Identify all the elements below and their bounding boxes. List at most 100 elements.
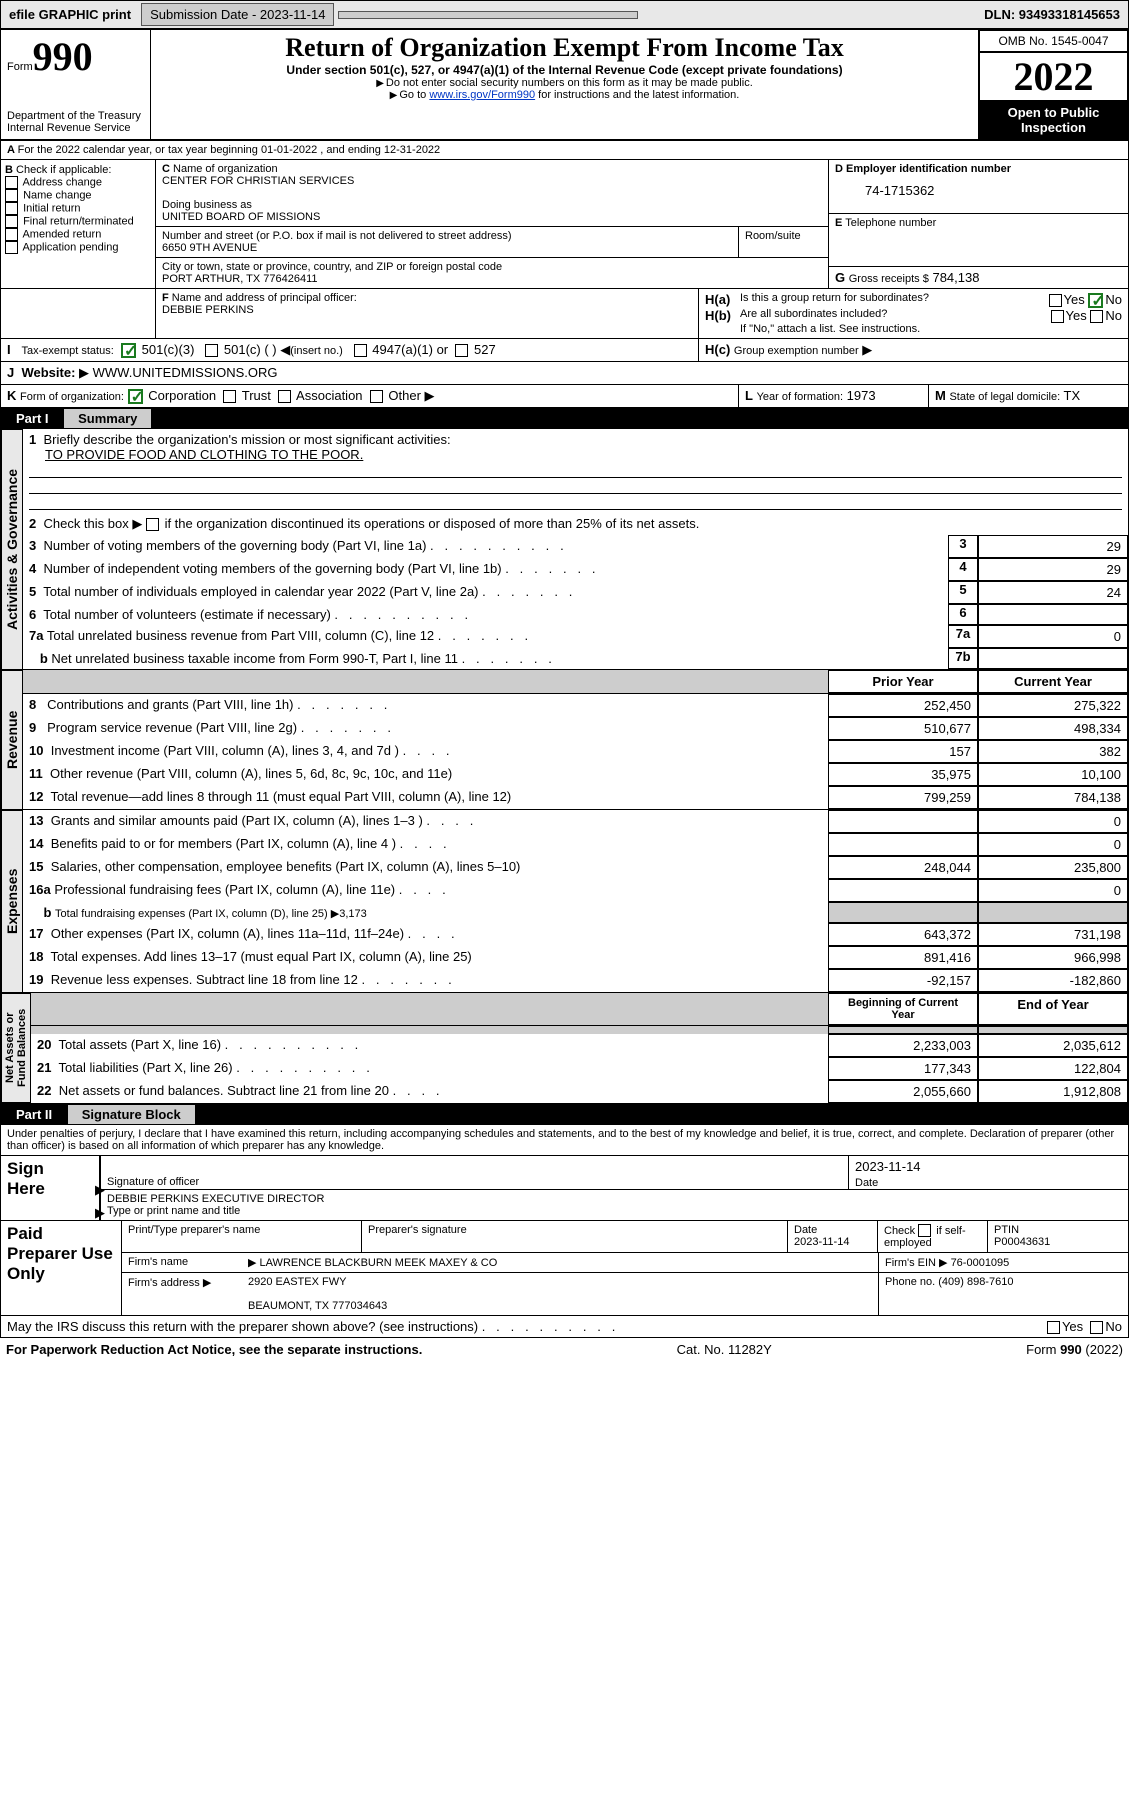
ein-label: Employer identification number [846,163,1011,175]
j-block: J Website: ▶ WWW.UNITEDMISSIONS.ORG [0,362,1129,385]
l14: Benefits paid to or for members (Part IX… [51,836,447,851]
l7b: Net unrelated business taxable income fr… [51,651,551,666]
c12: 784,138 [978,786,1128,809]
line-a: A For the 2022 calendar year, or tax yea… [0,140,1129,160]
l7a: Total unrelated business revenue from Pa… [47,628,528,643]
chk-pending: Application pending [5,241,151,254]
domicile-label: State of legal domicile: [949,391,1060,403]
typed-name: DEBBIE PERKINS EXECUTIVE DIRECTOR [107,1193,1122,1205]
top-toolbar: efile GRAPHIC print Submission Date - 20… [0,0,1129,29]
b22: 2,055,660 [828,1080,978,1103]
ha-no[interactable] [1088,293,1103,308]
p17: 643,372 [828,923,978,946]
l1-label: Briefly describe the organization's miss… [43,432,450,447]
p10: 157 [828,740,978,763]
sig-date-label: Date [855,1177,878,1189]
firm-addr-label: Firm's address ▶ [122,1273,242,1315]
form-org-label: Form of organization: [20,391,124,403]
form-subtitle: Under section 501(c), 527, or 4947(a)(1)… [157,63,972,77]
expenses-block: Expenses 13 Grants and similar amounts p… [0,810,1129,993]
ha-yes[interactable] [1049,294,1062,307]
sidebar-activities: Activities & Governance [1,429,23,670]
open-public-badge: Open to Public Inspection [979,101,1128,139]
sign-here-block: Sign Here ▶▶ Signature of officer 2023-1… [0,1155,1129,1221]
revenue-block: Revenue Prior YearCurrent Year 8 Contrib… [0,670,1129,810]
phone-label: Phone no. [885,1276,935,1288]
dln-label: DLN: 93493318145653 [976,4,1128,25]
irs-link[interactable]: www.irs.gov/Form990 [429,89,535,101]
chk-501c3[interactable] [121,343,136,358]
l12: Total revenue—add lines 8 through 11 (mu… [50,789,511,804]
sig-officer-label: Signature of officer [107,1176,199,1188]
l18: Total expenses. Add lines 13–17 (must eq… [50,949,471,964]
year-form-value: 1973 [847,388,876,403]
discuss-no[interactable] [1090,1321,1103,1334]
firm-city: BEAUMONT, TX 777034643 [248,1300,387,1312]
chk-other[interactable] [370,390,383,403]
submission-date-button[interactable]: Submission Date - 2023-11-14 [141,3,334,26]
identification-block: B Check if applicable: Address change Na… [0,160,1129,289]
chk-assoc[interactable] [278,390,291,403]
hb-no[interactable] [1090,310,1103,323]
c9: 498,334 [978,717,1128,740]
l17: Other expenses (Part IX, column (A), lin… [51,926,455,941]
l2-label: Check this box ▶ if the organization dis… [43,516,699,531]
l5: Total number of individuals employed in … [43,584,572,599]
sig-date-value: 2023-11-14 [855,1159,1122,1174]
chk-corp[interactable] [128,389,143,404]
f-h-block: F Name and address of principal officer:… [0,289,1129,339]
discuss-yes[interactable] [1047,1321,1060,1334]
omb-number: OMB No. 1545-0047 [979,30,1128,52]
addr-value: 6650 9TH AVENUE [162,242,732,254]
p15: 248,044 [828,856,978,879]
hb-label: Are all subordinates included? [740,308,1051,323]
chk-501c[interactable] [205,344,218,357]
c-name-label: Name of organization [173,163,278,175]
p12: 799,259 [828,786,978,809]
p13 [828,810,978,833]
prep-h3: Date [794,1224,817,1236]
l3: Number of voting members of the governin… [43,538,563,553]
chk-amended: Amended return [5,228,151,241]
part-i-body: Activities & Governance 1 Briefly descri… [0,429,1129,670]
room-suite: Room/suite [738,227,828,257]
domicile-value: TX [1064,388,1081,403]
c16b [978,902,1128,923]
dba-label: Doing business as [162,199,822,211]
c17: 731,198 [978,923,1128,946]
v3: 29 [978,535,1128,558]
firm-addr: 2920 EASTEX FWY [248,1276,346,1288]
blank-button[interactable] [338,11,638,19]
e20: 2,035,612 [978,1034,1128,1057]
prep-h5: PTIN [994,1224,1019,1236]
city-label: City or town, state or province, country… [162,261,822,273]
paid-preparer-label: Paid Preparer Use Only [1,1221,121,1315]
line-a-text: For the 2022 calendar year, or tax year … [18,144,441,156]
ha-label: Is this a group return for subordinates? [740,292,1049,308]
c11: 10,100 [978,763,1128,786]
discuss-row: May the IRS discuss this return with the… [0,1316,1129,1338]
prep-h4: Check if self-employed [884,1225,966,1250]
hdr-end: End of Year [978,993,1128,1025]
l11: Other revenue (Part VIII, column (A), li… [50,766,452,781]
typed-label: Type or print name and title [107,1205,1122,1217]
cat-no: Cat. No. 11282Y [677,1342,772,1357]
hb-yes[interactable] [1051,310,1064,323]
officer-label: Name and address of principal officer: [172,292,357,304]
p14 [828,833,978,856]
c8: 275,322 [978,694,1128,717]
sidebar-revenue: Revenue [1,670,23,810]
sidebar-netassets: Net Assets orFund Balances [1,993,31,1103]
website-label: Website: [21,365,75,380]
p8: 252,450 [828,694,978,717]
pra-notice: For Paperwork Reduction Act Notice, see … [6,1342,422,1357]
arrow-icon [376,77,386,89]
chk-4947[interactable] [354,344,367,357]
phone: (409) 898-7610 [938,1276,1013,1288]
hc-label: Group exemption number [734,345,859,357]
c16a: 0 [978,879,1128,902]
p16a [828,879,978,902]
efile-label: efile GRAPHIC print [1,4,139,25]
chk-trust[interactable] [223,390,236,403]
chk-527[interactable] [455,344,468,357]
